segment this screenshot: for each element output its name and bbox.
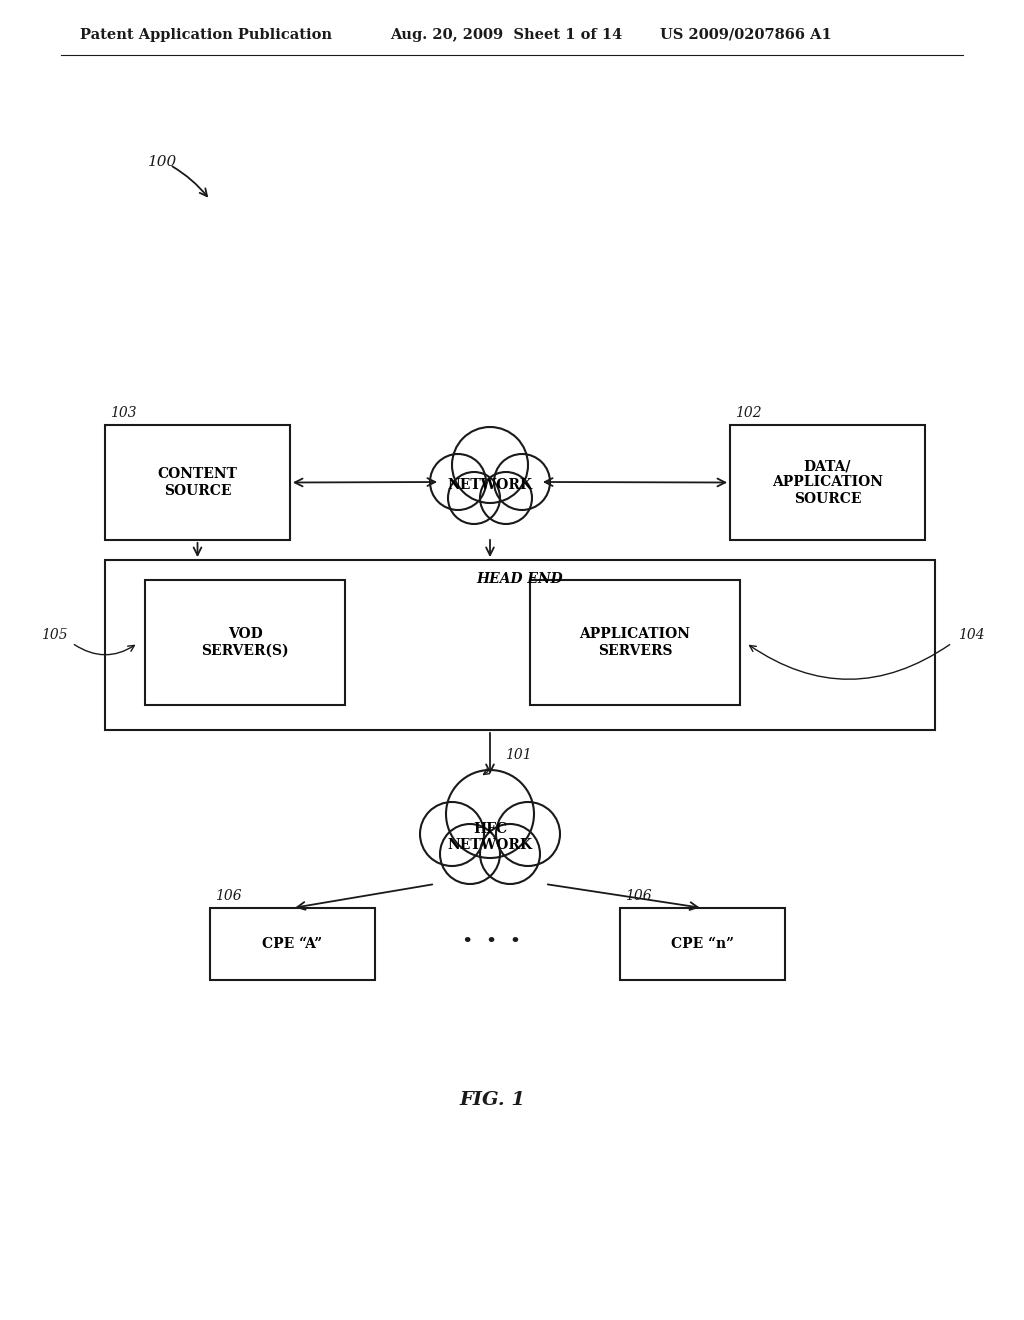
Text: APPLICATION
SERVERS: APPLICATION SERVERS	[580, 627, 690, 657]
Text: CPE “A”: CPE “A”	[262, 937, 323, 950]
Text: HFC
NETWORK: HFC NETWORK	[447, 822, 532, 853]
Circle shape	[440, 824, 500, 884]
Circle shape	[480, 473, 532, 524]
Text: CONTENT
SOURCE: CONTENT SOURCE	[158, 467, 238, 498]
Circle shape	[420, 803, 484, 866]
Text: DATA/
APPLICATION
SOURCE: DATA/ APPLICATION SOURCE	[772, 459, 883, 506]
Bar	[210, 908, 375, 979]
Text: VOD
SERVER(S): VOD SERVER(S)	[201, 627, 289, 657]
Text: 103: 103	[110, 407, 136, 420]
Text: 105: 105	[41, 628, 68, 642]
Text: 106: 106	[625, 888, 651, 903]
Bar	[530, 579, 740, 705]
Text: 100: 100	[148, 154, 177, 169]
Bar	[105, 560, 935, 730]
Circle shape	[452, 426, 528, 503]
Text: NETWORK: NETWORK	[447, 478, 532, 492]
Circle shape	[446, 770, 534, 858]
Text: 104: 104	[958, 628, 985, 642]
Text: CPE “n”: CPE “n”	[671, 937, 734, 950]
Circle shape	[430, 454, 486, 510]
Bar	[145, 579, 345, 705]
Text: 101: 101	[505, 748, 531, 762]
Text: FIG. 1: FIG. 1	[459, 1092, 525, 1109]
Circle shape	[494, 454, 550, 510]
Text: Patent Application Publication: Patent Application Publication	[80, 28, 332, 42]
Circle shape	[480, 824, 540, 884]
Text: 102: 102	[735, 407, 762, 420]
Circle shape	[496, 803, 560, 866]
Text: •  •  •: • • •	[463, 933, 521, 950]
Text: 106: 106	[215, 888, 242, 903]
Bar	[105, 425, 290, 540]
Bar	[620, 908, 785, 979]
Circle shape	[449, 473, 500, 524]
Text: HEAD END: HEAD END	[477, 572, 563, 586]
Text: US 2009/0207866 A1: US 2009/0207866 A1	[660, 28, 831, 42]
Text: Aug. 20, 2009  Sheet 1 of 14: Aug. 20, 2009 Sheet 1 of 14	[390, 28, 623, 42]
Bar	[730, 425, 925, 540]
